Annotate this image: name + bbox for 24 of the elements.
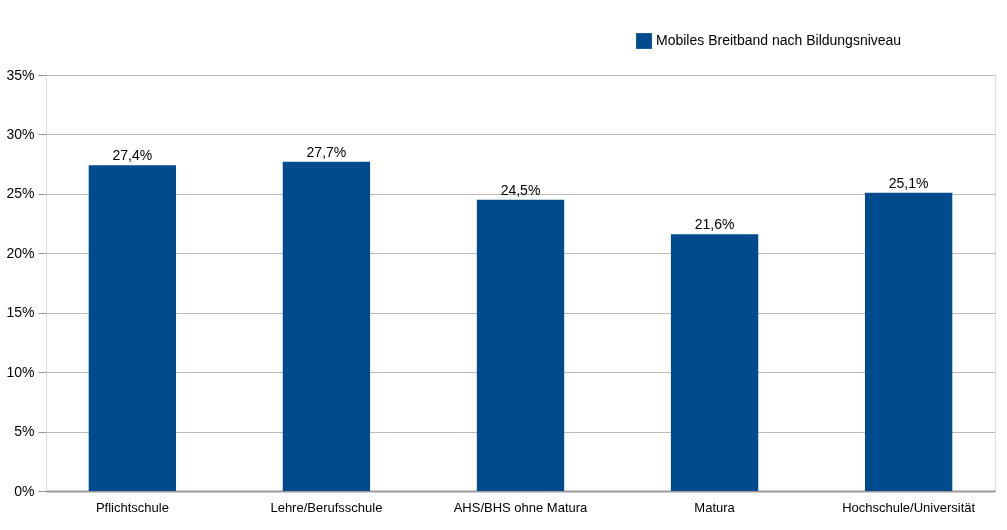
x-tick-label: Hochschule/Universität [842, 499, 976, 515]
y-tick-label: 5% [14, 423, 35, 440]
x-tick-label: Lehre/Berufsschule [270, 499, 383, 515]
x-tick-label: Pflichtschule [95, 499, 169, 515]
bar [476, 199, 565, 491]
x-tick-label: AHS/BHS ohne Matura [453, 499, 589, 515]
bar [670, 234, 759, 491]
data-label: 27,4% [112, 147, 153, 164]
y-tick-label: 30% [6, 125, 35, 142]
y-tick-label: 10% [6, 363, 35, 380]
y-tick-label: 20% [6, 244, 35, 261]
legend-label: Mobiles Breitband nach Bildungsniveau [656, 32, 902, 48]
y-tick-label: 35% [6, 66, 35, 83]
data-label: 24,5% [500, 181, 541, 198]
data-label: 25,1% [888, 174, 929, 191]
bar [88, 165, 177, 491]
data-label: 27,7% [306, 143, 347, 160]
y-tick-label: 25% [6, 185, 35, 202]
bar [282, 161, 371, 491]
y-tick-label: 15% [6, 304, 35, 321]
x-tick-label: Matura [694, 499, 736, 515]
bar [864, 192, 953, 491]
y-tick-label: 0% [14, 482, 35, 499]
data-label: 21,6% [694, 216, 735, 233]
